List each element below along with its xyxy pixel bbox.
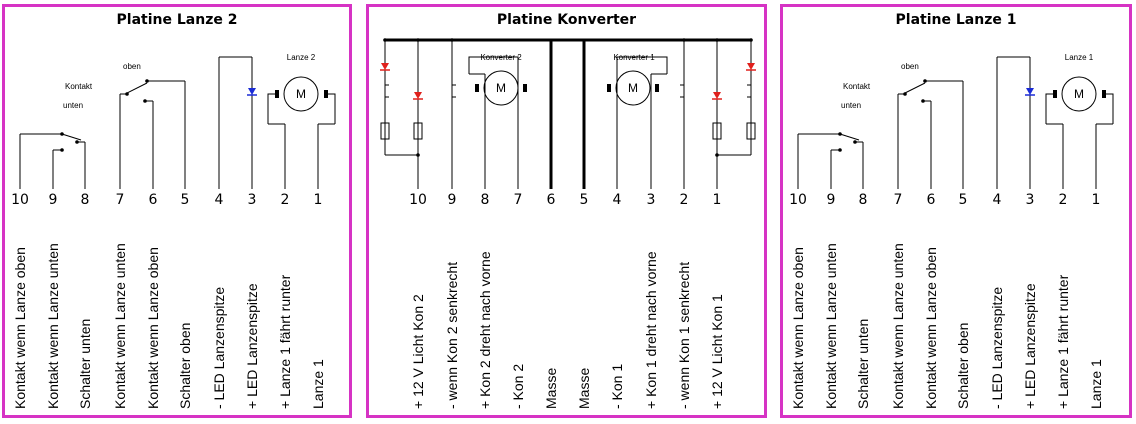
pin-number: 8: [81, 192, 90, 208]
pin-label: Kontakt wenn Lanze oben: [145, 247, 161, 409]
pin-number: 6: [547, 192, 556, 208]
switch-label-oben: oben: [901, 62, 919, 71]
pin-number: 1: [314, 192, 323, 208]
pin-numbers: 10 9 8 7 6 5 4 3 2 1: [409, 192, 721, 208]
pin-number: 8: [859, 192, 868, 208]
board-lanze1: Platine Lanze 1: [780, 4, 1132, 418]
pin-number: 6: [149, 192, 158, 208]
pin-number: 9: [448, 192, 457, 208]
pin-number: 3: [647, 192, 656, 208]
pin-label: Kontakt wenn Lanze unten: [890, 243, 906, 409]
motor-label: Konverter 2: [480, 53, 522, 62]
pin-number: 3: [248, 192, 257, 208]
pin-label: Schalter unten: [77, 319, 93, 409]
pin-label: Lanze 1: [1088, 359, 1104, 409]
led-icon: [248, 88, 256, 95]
pin-number: 1: [1092, 192, 1101, 208]
pin-label: - wenn Kon 2 senkrecht: [444, 262, 460, 409]
switch-label-top: Kontakt: [843, 82, 871, 91]
pin-label: - LED Lanzenspitze: [989, 287, 1005, 409]
pin-numbers: 10 9 8 7 6 5 4 3 2 1: [11, 192, 322, 208]
switch-label-bottom: unten: [63, 101, 83, 110]
pin-number: 4: [613, 192, 622, 208]
pin-number: 3: [1026, 192, 1035, 208]
led-icon: [1026, 88, 1034, 95]
pin-labels: Kontakt wenn Lanze oben Kontakt wenn Lan…: [790, 243, 1104, 409]
pin-labels: + 12 V Licht Kon 2 - wenn Kon 2 senkrech…: [410, 251, 725, 409]
pin-number: 5: [959, 192, 968, 208]
pin-number: 7: [514, 192, 523, 208]
pin-number: 10: [11, 192, 29, 208]
pin-label: - LED Lanzenspitze: [211, 287, 227, 409]
pin-numbers: 10 9 8 7 6 5 4 3 2 1: [789, 192, 1100, 208]
pin-label: - Kon 2: [510, 364, 526, 409]
pin-number: 6: [927, 192, 936, 208]
motor-label: Lanze 2: [287, 53, 316, 62]
board-title: Platine Konverter: [496, 12, 637, 28]
pin-number: 10: [409, 192, 427, 208]
motor-symbol: M: [628, 81, 638, 95]
pin-label: + 12 V Licht Kon 1: [709, 294, 725, 409]
motor-symbol: M: [1074, 87, 1084, 101]
pin-label: Kontakt wenn Lanze unten: [823, 243, 839, 409]
schematic-lanze1: M Lanze 1 Kontakt unten oben 10 9 8 7 6 …: [789, 53, 1114, 409]
board-title: Platine Lanze 2: [116, 12, 238, 28]
motor-label: Lanze 1: [1065, 53, 1094, 62]
pin-number: 7: [894, 192, 903, 208]
pin-label: Kontakt wenn Lanze oben: [12, 247, 28, 409]
motor-label: Konverter 1: [613, 53, 655, 62]
motor-symbol: M: [496, 81, 506, 95]
board-konverter: Platine Konverter: [366, 4, 767, 418]
board-title: Platine Lanze 1: [895, 12, 1017, 28]
switch-label-top: Kontakt: [65, 82, 93, 91]
pin-label: + Lanze 1 fährt runter: [277, 274, 293, 409]
pin-label: + LED Lanzenspitze: [1022, 283, 1038, 409]
pin-label: - Kon 1: [609, 364, 625, 409]
pin-number: 2: [1059, 192, 1068, 208]
pin-label: Kontakt wenn Lanze oben: [923, 247, 939, 409]
pin-label: Schalter oben: [955, 323, 971, 409]
pin-label: + Kon 1 dreht nach vorne: [643, 251, 659, 409]
pin-number: 4: [993, 192, 1002, 208]
pin-label: Schalter unten: [855, 319, 871, 409]
led-icon: [380, 63, 756, 100]
pin-number: 4: [215, 192, 224, 208]
pin-number: 8: [481, 192, 490, 208]
pin-number: 5: [580, 192, 589, 208]
pin-labels: Kontakt wenn Lanze oben Kontakt wenn Lan…: [12, 243, 326, 409]
pin-number: 7: [116, 192, 125, 208]
pin-label: Masse: [543, 368, 559, 409]
pin-label: - wenn Kon 1 senkrecht: [676, 262, 692, 409]
pin-label: Schalter oben: [177, 323, 193, 409]
motor-symbol: M: [296, 87, 306, 101]
switch-label-bottom: unten: [841, 101, 861, 110]
pin-label: Kontakt wenn Lanze unten: [45, 243, 61, 409]
schematic-konverter: M M Konverter 2 Konverter 1 10 9 8 7 6 5…: [380, 38, 756, 409]
pin-number: 2: [281, 192, 290, 208]
pin-label: + 12 V Licht Kon 2: [410, 294, 426, 409]
switch-label-oben: oben: [123, 62, 141, 71]
pin-number: 1: [713, 192, 722, 208]
pin-number: 9: [827, 192, 836, 208]
pin-number: 9: [49, 192, 58, 208]
pin-label: Kontakt wenn Lanze oben: [790, 247, 806, 409]
pin-label: Masse: [576, 368, 592, 409]
schematic-lanze2: M Lanze 2 Kontakt unten oben 10 9 8 7 6 …: [11, 53, 336, 409]
pin-label: Kontakt wenn Lanze unten: [112, 243, 128, 409]
board-lanze2: Platine Lanze 2: [2, 4, 352, 418]
pin-label: + Lanze 1 fährt runter: [1055, 274, 1071, 409]
pin-number: 10: [789, 192, 807, 208]
pin-label: + Kon 2 dreht nach vorne: [477, 251, 493, 409]
pin-number: 2: [680, 192, 689, 208]
pin-label: + LED Lanzenspitze: [244, 283, 260, 409]
pin-label: Lanze 1: [310, 359, 326, 409]
pin-number: 5: [181, 192, 190, 208]
